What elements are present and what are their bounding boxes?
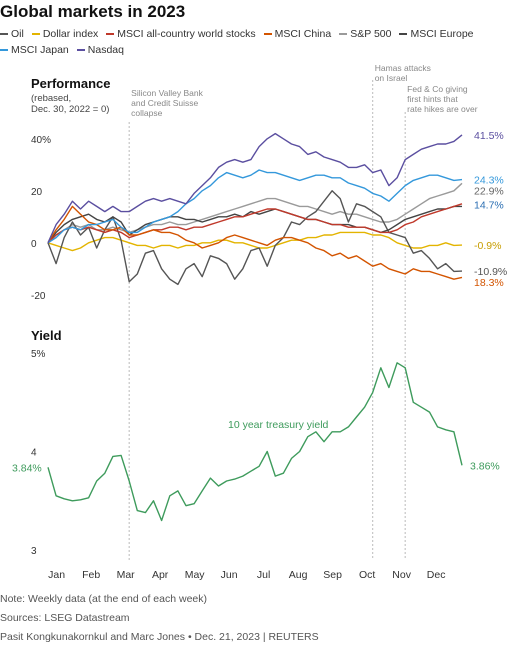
yield-ytick-label: 4 (31, 448, 37, 459)
performance-ytick-label: -20 (31, 291, 46, 302)
annotation-text: Hamas attacks (375, 63, 431, 73)
legend-item: MSCI Europe (399, 26, 474, 42)
legend-label: MSCI all-country world stocks (117, 28, 256, 40)
series-end-label: 18.3% (474, 277, 504, 289)
legend-swatch (0, 33, 8, 36)
legend-label: MSCI China (274, 28, 332, 40)
series-line-msci-all-country-world-stocks (47, 203, 463, 244)
series-label: 10 year treasury yield (228, 419, 329, 431)
performance-ytick-label: 20 (31, 187, 43, 198)
legend-label: Nasdaq (87, 44, 124, 56)
annotation-text: Silicon Valley Bank (131, 88, 203, 98)
annotation-text: first hints that (407, 94, 458, 104)
footer-note: Note: Weekly data (at the end of each we… (0, 593, 208, 605)
month-tick-label: Jul (257, 569, 270, 581)
series-end-label: -0.9% (474, 240, 501, 252)
month-tick-label: May (185, 569, 206, 581)
legend-swatch (263, 33, 272, 36)
legend-label: MSCI Japan (11, 44, 69, 56)
legend-item: S&P 500 (339, 26, 391, 42)
yield-ytick-label: 3 (31, 546, 37, 557)
series-end-label: 41.5% (474, 130, 504, 142)
month-tick-label: Feb (82, 569, 100, 581)
performance-ytick-label: 40% (31, 135, 51, 146)
yield-title: Yield (31, 328, 62, 343)
legend-swatch (339, 33, 348, 36)
series-line-msci-japan (47, 169, 463, 244)
legend-label: MSCI Europe (410, 28, 474, 40)
annotation-text: rate hikes are over (407, 104, 478, 114)
legend-item: Oil (0, 26, 24, 42)
series-line-dollar-index (47, 231, 463, 252)
month-tick-label: Jan (48, 569, 65, 581)
performance-subtitle: Dec. 30, 2022 = 0) (31, 104, 109, 115)
month-tick-label: Mar (117, 569, 136, 581)
annotation-text: collapse (131, 108, 162, 118)
legend-item: MSCI all-country world stocks (106, 26, 256, 42)
footer-credit: Pasit Kongkunakornkul and Marc Jones • D… (0, 631, 319, 643)
legend-swatch (76, 49, 85, 52)
legend-item: Nasdaq (76, 42, 124, 58)
month-tick-label: Nov (392, 569, 411, 581)
month-tick-label: Apr (152, 569, 169, 581)
chart-title: Global markets in 2023 (0, 2, 186, 21)
series-end-label: 24.3% (474, 175, 504, 187)
series-end-label: 3.86% (470, 460, 500, 472)
legend-label: Dollar index (42, 28, 99, 40)
annotation-text: Fed & Co giving (407, 84, 468, 94)
annotation-text: on Israel (375, 73, 408, 83)
legend-swatch (399, 33, 408, 36)
legend: Oil Dollar index MSCI all-country world st… (0, 26, 512, 58)
series-line-nasdaq (47, 132, 463, 244)
legend-label: S&P 500 (350, 28, 392, 40)
series-end-label: -10.9% (474, 266, 507, 278)
series-line-10-year-treasury-yield (47, 362, 463, 522)
series-start-label: 3.84% (12, 462, 42, 474)
annotation-text: and Credit Suisse (131, 98, 198, 108)
yield-ytick-label: 5% (31, 349, 46, 360)
legend-item: Dollar index (31, 26, 99, 42)
legend-swatch (0, 49, 8, 52)
performance-subtitle: (rebased, (31, 93, 71, 104)
performance-ytick-label: 0 (31, 239, 37, 250)
month-tick-label: Jun (221, 569, 238, 581)
performance-title: Performance (31, 76, 110, 91)
month-tick-label: Dec (427, 569, 446, 581)
series-end-label: 22.9% (474, 186, 504, 198)
footer: Note: Weekly data (at the end of each we… (0, 590, 319, 647)
legend-swatch (106, 33, 115, 36)
footer-sources: Sources: LSEG Datastream (0, 612, 130, 624)
month-tick-label: Oct (359, 569, 375, 581)
legend-swatch (31, 33, 40, 36)
series-line-msci-china (47, 205, 463, 280)
legend-item: MSCI Japan (0, 42, 69, 58)
series-end-label: 14.7% (474, 200, 504, 212)
legend-label: Oil (11, 28, 24, 40)
month-tick-label: Sep (323, 569, 342, 581)
month-tick-label: Aug (289, 569, 308, 581)
legend-item: MSCI China (263, 26, 332, 42)
